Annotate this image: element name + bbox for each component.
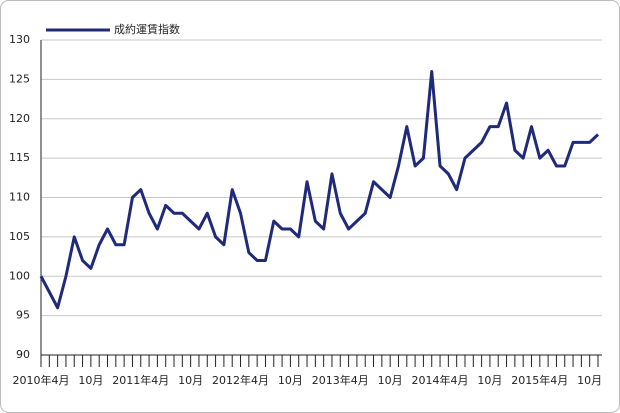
y-tick-label: 90 xyxy=(16,348,30,361)
x-tick-label: 10月 xyxy=(477,374,502,387)
y-tick-label: 125 xyxy=(9,72,30,85)
x-tick-label: 10月 xyxy=(78,374,103,387)
x-tick-label: 2014年4月 xyxy=(412,373,469,387)
x-tick-label: 2011年4月 xyxy=(112,373,169,387)
legend-label: 成約運賃指数 xyxy=(114,22,180,36)
x-tick-label: 2015年4月 xyxy=(511,373,568,387)
y-tick-label: 105 xyxy=(9,230,30,243)
y-tick-label: 100 xyxy=(9,269,30,282)
x-tick-label: 10月 xyxy=(178,374,203,387)
y-tick-label: 95 xyxy=(16,309,30,322)
x-tick-label: 2013年4月 xyxy=(312,373,369,387)
x-tick-label: 10月 xyxy=(577,374,602,387)
x-tick-label: 10月 xyxy=(278,374,303,387)
y-tick-label: 110 xyxy=(9,191,30,204)
y-tick-label: 115 xyxy=(9,151,30,164)
data-line xyxy=(39,70,600,310)
x-tick-label: 10月 xyxy=(378,374,403,387)
y-tick-label: 130 xyxy=(9,33,30,46)
y-tick-label: 120 xyxy=(9,112,30,125)
x-tick-label: 2012年4月 xyxy=(212,373,269,387)
x-tick-label: 2010年4月 xyxy=(13,373,70,387)
